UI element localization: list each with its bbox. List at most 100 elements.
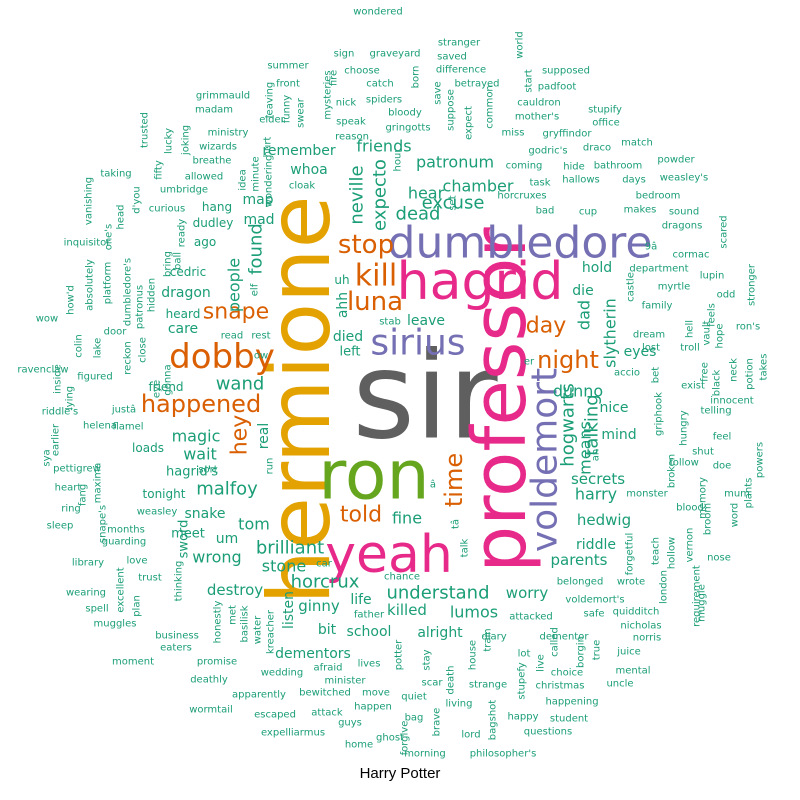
word-79: ahh [335, 292, 351, 318]
word-37: patronum [416, 153, 494, 172]
word-87: cedric [170, 265, 206, 279]
word-264: morning [404, 749, 446, 760]
word-252: living [446, 699, 473, 710]
word-120: speak [336, 117, 366, 128]
word-128: lucky [164, 128, 175, 154]
word-13: luna [347, 287, 403, 317]
word-26: found [246, 223, 267, 275]
word-18: day [526, 314, 566, 339]
word-157: lupin [700, 271, 725, 282]
word-256: happy [507, 712, 538, 723]
word-100: summer [267, 61, 309, 72]
word-274: potter [394, 639, 405, 670]
word-193: follow [669, 458, 699, 469]
word-94: wondered [353, 7, 403, 18]
word-281: bagshot [488, 700, 499, 740]
word-188: helena [83, 421, 117, 432]
word-344: save [433, 81, 444, 104]
word-308: â [430, 479, 436, 491]
word-166: read [221, 331, 244, 342]
word-74: um [216, 531, 239, 547]
word-296: memory [698, 477, 709, 519]
word-107: betrayed [454, 79, 499, 90]
word-245: bewitched [299, 688, 351, 699]
word-36: hear [408, 184, 445, 203]
word-141: taking [100, 169, 131, 180]
word-71: life [350, 592, 371, 608]
word-35: chamber [443, 177, 514, 196]
word-11: happened [141, 390, 261, 418]
word-263: ghost [376, 733, 404, 744]
word-153: dragons [662, 221, 703, 232]
word-67: leave [407, 313, 445, 329]
word-169: dream [633, 330, 665, 341]
word-338: wondering [264, 155, 275, 208]
word-2: professor [457, 227, 543, 573]
word-39: means [576, 421, 595, 475]
word-133: breathe [193, 156, 232, 167]
word-175: takes [759, 354, 770, 381]
word-260: questions [524, 727, 572, 738]
word-48: lumos [450, 603, 498, 622]
word-250: wormtail [189, 705, 233, 716]
word-300: black [712, 370, 723, 397]
word-347: common [485, 85, 496, 129]
word-328: maxima [93, 463, 104, 503]
word-63: remember [262, 143, 335, 159]
word-122: office [592, 118, 619, 129]
word-90: dudley [193, 216, 234, 230]
word-219: attacked [509, 612, 553, 623]
word-282: stupefy [517, 662, 528, 699]
word-57: mind [601, 427, 636, 443]
word-17: snape [203, 300, 269, 325]
word-156: department [629, 264, 688, 275]
word-40: dad [575, 300, 594, 330]
word-326: sya [42, 449, 53, 466]
word-98: graveyard [370, 49, 421, 60]
word-276: house [468, 640, 479, 670]
word-159: castle [626, 272, 637, 302]
word-27: dead [396, 204, 441, 225]
word-336: minute [251, 156, 262, 191]
word-191: shut [692, 447, 714, 458]
word-70: dementors [275, 646, 351, 662]
word-279: brave [432, 708, 443, 737]
word-266: excellent [116, 567, 127, 612]
word-168: stab [379, 317, 401, 328]
word-207: library [72, 558, 104, 569]
word-155: cormac [673, 250, 710, 261]
word-125: miss [502, 128, 525, 139]
word-105: mysteries [323, 70, 334, 119]
word-292: requirement [692, 565, 703, 627]
word-164: wow [36, 314, 58, 325]
word-115: swear [296, 97, 307, 128]
word-273: kreacher [266, 609, 277, 654]
word-291: muggle [697, 584, 708, 622]
word-165: door [104, 327, 128, 338]
word-262: home [345, 740, 373, 751]
word-161: odd [717, 290, 736, 301]
word-248: scar [422, 678, 444, 689]
word-25: neville [347, 165, 368, 224]
word-104: front [276, 79, 300, 90]
word-146: bedroom [636, 191, 681, 202]
word-76: real [256, 423, 272, 450]
word-154: inquisitor [64, 238, 112, 249]
word-247: quiet [401, 692, 427, 703]
word-108: padfoot [538, 82, 577, 93]
word-329: snape's [98, 505, 109, 543]
word-251: happen [354, 702, 392, 713]
word-303: free [700, 362, 711, 382]
word-121: gringotts [385, 123, 430, 134]
word-194: doe [713, 461, 732, 472]
word-51: parents [551, 551, 608, 569]
word-215: wrote [617, 577, 645, 588]
word-272: water [253, 615, 264, 644]
word-176: neck [729, 358, 740, 382]
word-192: pettigrew [53, 464, 101, 475]
word-196: powers [755, 442, 766, 478]
word-209: chance [384, 572, 420, 583]
word-30: horcrux [291, 572, 360, 593]
word-29: understand [386, 583, 489, 604]
